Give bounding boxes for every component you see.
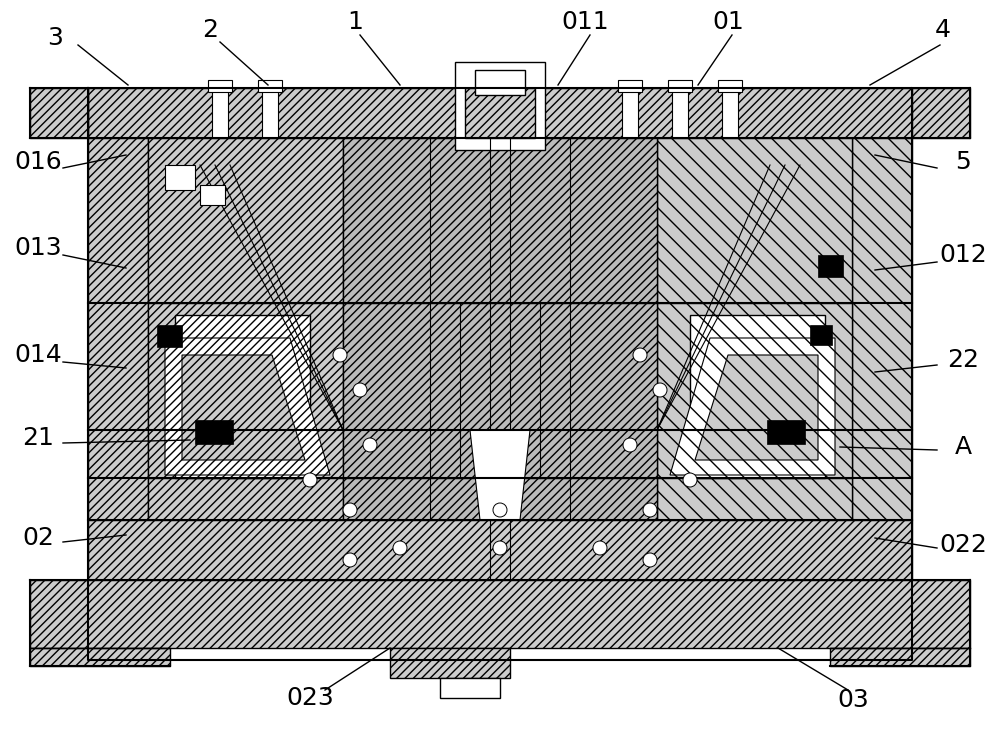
Bar bbox=[88, 88, 912, 138]
Text: 016: 016 bbox=[14, 150, 62, 174]
Bar bbox=[440, 678, 500, 698]
Bar bbox=[830, 648, 970, 666]
Circle shape bbox=[643, 503, 657, 517]
Text: 03: 03 bbox=[837, 688, 869, 712]
Bar bbox=[668, 80, 692, 92]
Bar bbox=[767, 420, 805, 444]
Bar bbox=[148, 478, 343, 520]
Circle shape bbox=[683, 473, 697, 487]
Bar bbox=[657, 478, 852, 520]
Circle shape bbox=[493, 503, 507, 517]
Text: 22: 22 bbox=[947, 348, 979, 372]
Bar bbox=[88, 520, 912, 580]
Bar bbox=[455, 62, 545, 150]
Bar bbox=[157, 325, 182, 347]
Circle shape bbox=[593, 541, 607, 555]
Text: 4: 4 bbox=[935, 18, 951, 42]
Circle shape bbox=[633, 348, 647, 362]
Bar bbox=[262, 88, 278, 138]
Text: 011: 011 bbox=[561, 10, 609, 34]
Bar bbox=[200, 185, 225, 205]
Polygon shape bbox=[690, 315, 825, 478]
Bar bbox=[852, 138, 912, 520]
Bar bbox=[148, 303, 343, 478]
Bar bbox=[258, 80, 282, 92]
Bar bbox=[722, 88, 738, 138]
Bar bbox=[208, 80, 232, 92]
Bar bbox=[912, 88, 970, 138]
Bar bbox=[657, 138, 852, 303]
Bar bbox=[810, 325, 832, 345]
Circle shape bbox=[643, 553, 657, 567]
Bar bbox=[465, 88, 535, 138]
Bar bbox=[195, 420, 233, 444]
Polygon shape bbox=[470, 430, 530, 520]
Text: 012: 012 bbox=[939, 243, 987, 267]
Text: 5: 5 bbox=[955, 150, 971, 174]
Circle shape bbox=[353, 383, 367, 397]
Text: A: A bbox=[954, 435, 972, 459]
Bar bbox=[818, 255, 843, 277]
Bar bbox=[622, 88, 638, 138]
Circle shape bbox=[333, 348, 347, 362]
Text: 01: 01 bbox=[712, 10, 744, 34]
Bar bbox=[30, 88, 88, 138]
Bar bbox=[657, 303, 852, 478]
Bar bbox=[343, 303, 657, 478]
Text: 022: 022 bbox=[939, 533, 987, 557]
Bar bbox=[475, 70, 525, 95]
Bar bbox=[718, 80, 742, 92]
Circle shape bbox=[343, 503, 357, 517]
Text: 3: 3 bbox=[47, 26, 63, 50]
Bar bbox=[88, 138, 148, 520]
Polygon shape bbox=[695, 355, 818, 460]
Bar bbox=[672, 88, 688, 138]
Circle shape bbox=[363, 438, 377, 452]
Text: 2: 2 bbox=[202, 18, 218, 42]
Polygon shape bbox=[165, 338, 330, 475]
Text: 21: 21 bbox=[22, 426, 54, 450]
Bar bbox=[30, 580, 970, 648]
Circle shape bbox=[623, 438, 637, 452]
Bar bbox=[148, 138, 343, 303]
Circle shape bbox=[303, 473, 317, 487]
Bar bbox=[343, 138, 657, 303]
Text: 02: 02 bbox=[22, 526, 54, 550]
Circle shape bbox=[493, 541, 507, 555]
Text: 014: 014 bbox=[14, 343, 62, 367]
Circle shape bbox=[343, 553, 357, 567]
Polygon shape bbox=[182, 355, 305, 460]
Text: 023: 023 bbox=[286, 686, 334, 710]
Bar bbox=[30, 648, 170, 666]
Circle shape bbox=[393, 541, 407, 555]
Bar bbox=[618, 80, 642, 92]
Text: 1: 1 bbox=[347, 10, 363, 34]
Polygon shape bbox=[175, 315, 310, 478]
Text: 013: 013 bbox=[14, 236, 62, 260]
Circle shape bbox=[653, 383, 667, 397]
Bar bbox=[343, 478, 657, 520]
Bar bbox=[165, 165, 195, 190]
Bar bbox=[212, 88, 228, 138]
Bar bbox=[390, 648, 510, 678]
Polygon shape bbox=[670, 338, 835, 475]
